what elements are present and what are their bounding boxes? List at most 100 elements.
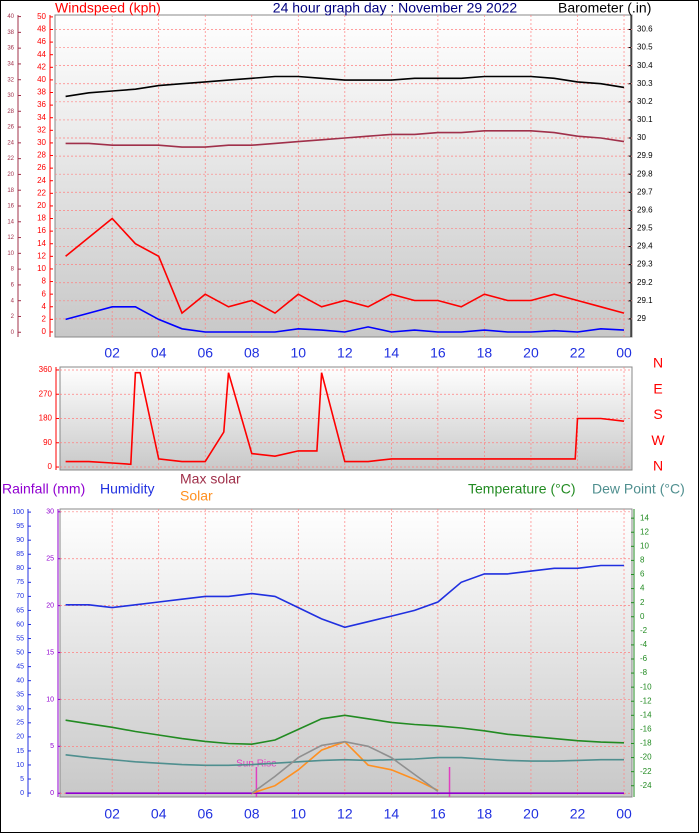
series-line <box>65 130 625 148</box>
series-line <box>65 564 624 629</box>
y-tick-label: 0 <box>20 790 24 797</box>
y2-tick-label: -18 <box>640 739 652 748</box>
y2-tick-label: 30.1 <box>637 115 653 124</box>
y2-tick-label: -4 <box>640 640 648 649</box>
y2-tick-label: 14 <box>640 513 649 522</box>
y2-tick-label: 29.8 <box>637 169 653 178</box>
x-tick-label: 22 <box>570 806 586 822</box>
series-line <box>65 217 625 315</box>
x-tick-label: 16 <box>430 806 446 822</box>
y2-tick-label: 29.5 <box>637 224 653 233</box>
y2-tick-label: 30.4 <box>637 61 653 70</box>
x-tick-label: 12 <box>337 345 353 361</box>
direction-label: N <box>653 458 663 474</box>
series-line <box>65 371 625 466</box>
y-tick-label: 22 <box>37 188 46 197</box>
x-tick-label: 00 <box>616 806 632 822</box>
y2-tick-label: 29.4 <box>637 242 653 251</box>
y-tick-label: 65 <box>16 607 24 614</box>
x-tick-label: 04 <box>151 806 167 822</box>
y2-tick-label: 8 <box>640 556 645 565</box>
y2-tick-label: -16 <box>640 725 652 734</box>
y-tick-label: 2 <box>42 314 47 323</box>
y-tick-label: 70 <box>16 593 24 600</box>
y3-tick-label: 20 <box>46 602 54 609</box>
x-tick-label: 04 <box>151 345 167 361</box>
y-tick-label: 26 <box>37 163 46 172</box>
series-line <box>251 740 439 794</box>
x-tick-label: 00 <box>616 345 632 361</box>
y3-tick-label: 20 <box>7 172 14 178</box>
y-tick-label: 30 <box>37 138 46 147</box>
y-tick-label: 95 <box>16 523 24 530</box>
plot-area <box>54 14 633 338</box>
y-tick-label: 44 <box>37 50 46 59</box>
direction-label: E <box>653 380 662 396</box>
y2-tick-label: 2 <box>640 598 645 607</box>
y-tick-label: 42 <box>37 62 46 71</box>
y2-tick-label: -12 <box>640 696 652 705</box>
y3-tick-label: 32 <box>7 77 14 83</box>
y3-tick-label: 25 <box>46 556 54 563</box>
y2-tick-label: 29.6 <box>637 205 653 214</box>
y-tick-label: 46 <box>37 37 46 46</box>
y2-tick-label: 29.1 <box>637 296 653 305</box>
y2-tick-label: -14 <box>640 710 652 719</box>
y2-tick-label: 29.9 <box>637 151 653 160</box>
x-tick-label: 16 <box>430 345 446 361</box>
y-tick-label: 14 <box>37 239 46 248</box>
series-line <box>65 75 625 98</box>
legend-label: Dew Point (°C) <box>592 481 685 497</box>
y3-tick-label: 6 <box>11 282 15 288</box>
y2-tick-label: 30.5 <box>637 43 653 52</box>
y2-tick-label: 30.3 <box>637 79 653 88</box>
y-tick-label: 85 <box>16 551 24 558</box>
y3-tick-label: 12 <box>7 235 14 241</box>
y3-tick-label: 30 <box>7 93 14 99</box>
series-group <box>65 564 625 794</box>
chart-title: 24 hour graph day : November 29 2022 <box>273 0 518 16</box>
y3-tick-label: 30 <box>46 509 54 516</box>
y-tick-label: 34 <box>37 113 46 122</box>
y3-tick-label: 4 <box>11 298 15 304</box>
y-tick-label: 55 <box>16 635 24 642</box>
y-tick-label: 5 <box>20 776 24 783</box>
y2-tick-label: 10 <box>640 541 649 550</box>
y2-tick-label: 29 <box>637 314 646 323</box>
y-tick-label: 360 <box>39 365 53 374</box>
y-axis-title: Windspeed (kph) <box>55 0 161 16</box>
y2-tick-label: 6 <box>640 570 645 579</box>
y-tick-label: 60 <box>16 621 24 628</box>
y-tick-label: 20 <box>37 201 46 210</box>
y-tick-label: 15 <box>16 748 24 755</box>
x-tick-label: 08 <box>244 806 260 822</box>
y3-tick-label: 40 <box>7 14 14 20</box>
y-tick-label: 16 <box>37 226 46 235</box>
y-tick-label: 12 <box>37 251 46 260</box>
y2-tick-label: 29.3 <box>637 260 653 269</box>
legend-label: Solar <box>180 488 213 504</box>
y-tick-label: 0 <box>42 327 47 336</box>
y3-tick-label: 0 <box>11 330 15 336</box>
y3-tick-label: 22 <box>7 156 14 162</box>
y-tick-label: 10 <box>16 762 24 769</box>
y-tick-label: 32 <box>37 125 46 134</box>
y2-tick-label: 12 <box>640 527 649 536</box>
y-tick-label: 100 <box>12 509 24 516</box>
y-tick-label: 75 <box>16 579 24 586</box>
x-tick-label: 08 <box>244 345 260 361</box>
x-tick-label: 20 <box>523 345 539 361</box>
x-tick-label: 14 <box>384 345 400 361</box>
x-tick-label: 02 <box>104 345 120 361</box>
y-tick-label: 270 <box>39 389 53 398</box>
y-tick-label: 28 <box>37 151 46 160</box>
y2-tick-label: 29.2 <box>637 278 653 287</box>
series-line <box>65 754 624 767</box>
y3-tick-label: 16 <box>7 204 14 210</box>
y3-tick-label: 5 <box>50 743 54 750</box>
y-tick-label: 35 <box>16 692 24 699</box>
y-tick-label: 50 <box>37 12 46 21</box>
direction-label: S <box>653 406 662 422</box>
y2-tick-label: 30.2 <box>637 97 653 106</box>
